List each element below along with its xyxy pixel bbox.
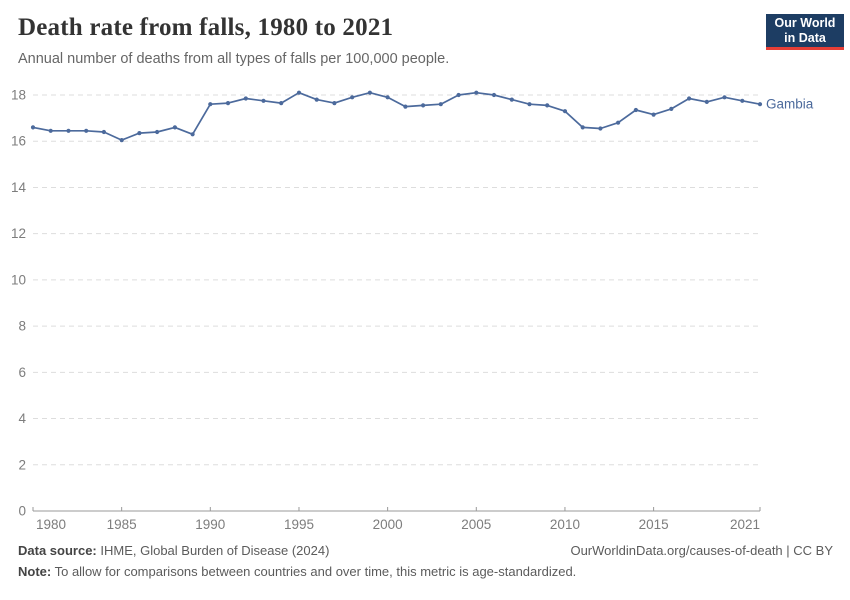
x-tick-label: 2015 bbox=[639, 517, 669, 532]
note-line: Note: To allow for comparisons between c… bbox=[18, 564, 576, 579]
data-point[interactable] bbox=[438, 102, 443, 107]
data-point[interactable] bbox=[722, 95, 727, 100]
data-point[interactable] bbox=[545, 103, 550, 108]
data-source-label: Data source: bbox=[18, 543, 97, 558]
x-tick-label: 2000 bbox=[373, 517, 403, 532]
x-tick-label: 2010 bbox=[550, 517, 580, 532]
data-point[interactable] bbox=[30, 125, 36, 130]
y-tick-label: 18 bbox=[11, 88, 26, 103]
y-tick-label: 6 bbox=[18, 365, 26, 380]
data-point[interactable] bbox=[225, 101, 231, 106]
data-point[interactable] bbox=[48, 128, 53, 133]
data-point[interactable] bbox=[314, 97, 319, 102]
page-title: Death rate from falls, 1980 to 2021 bbox=[18, 14, 394, 41]
data-point[interactable] bbox=[740, 98, 745, 103]
data-point[interactable] bbox=[669, 106, 674, 111]
owid-logo-line1: Our World bbox=[774, 15, 836, 30]
data-point[interactable] bbox=[421, 103, 426, 108]
data-point[interactable] bbox=[580, 125, 585, 130]
x-tick-label: 1990 bbox=[195, 517, 225, 532]
data-point[interactable] bbox=[261, 98, 266, 103]
data-point[interactable] bbox=[367, 90, 372, 95]
data-point[interactable] bbox=[155, 129, 160, 135]
note-text: To allow for comparisons between countri… bbox=[51, 563, 577, 579]
owid-logo[interactable]: Our World in Data bbox=[766, 14, 844, 50]
owid-logo-line2: in Data bbox=[784, 30, 826, 45]
data-point[interactable] bbox=[172, 125, 177, 130]
y-tick-label: 10 bbox=[11, 272, 26, 287]
chart-subtitle: Annual number of deaths from all types o… bbox=[18, 51, 450, 67]
data-source-text: IHME, Global Burden of Disease (2024) bbox=[96, 543, 330, 558]
x-tick-label: 2005 bbox=[461, 517, 491, 532]
data-point[interactable] bbox=[385, 95, 390, 100]
y-tick-label: 12 bbox=[11, 226, 26, 241]
data-point[interactable] bbox=[527, 102, 532, 107]
y-tick-label: 16 bbox=[11, 134, 26, 149]
y-tick-label: 4 bbox=[18, 411, 26, 426]
x-tick-label: 2021 bbox=[730, 517, 760, 532]
data-point[interactable] bbox=[119, 138, 124, 143]
data-point[interactable] bbox=[456, 92, 461, 98]
data-point[interactable] bbox=[633, 107, 639, 113]
data-line-gambia[interactable] bbox=[32, 91, 761, 141]
y-tick-label: 14 bbox=[11, 180, 27, 195]
data-source-line: Data source: IHME, Global Burden of Dise… bbox=[18, 541, 329, 562]
data-point[interactable] bbox=[296, 90, 302, 95]
data-point[interactable] bbox=[474, 90, 479, 95]
data-point[interactable] bbox=[279, 101, 284, 106]
data-point[interactable] bbox=[598, 126, 603, 131]
data-point[interactable] bbox=[84, 128, 89, 133]
data-point[interactable] bbox=[403, 104, 408, 109]
data-point[interactable] bbox=[616, 120, 621, 125]
x-tick-label: 1980 bbox=[36, 517, 66, 532]
data-point[interactable] bbox=[243, 96, 248, 101]
data-point[interactable] bbox=[66, 128, 71, 133]
data-point[interactable] bbox=[704, 99, 709, 104]
data-point[interactable] bbox=[190, 132, 195, 137]
series-label-gambia[interactable]: Gambia bbox=[766, 97, 814, 112]
data-point[interactable] bbox=[562, 109, 568, 114]
x-tick-label: 1985 bbox=[107, 517, 137, 532]
data-point[interactable] bbox=[332, 101, 337, 106]
data-point[interactable] bbox=[757, 102, 763, 107]
x-tick-label: 1995 bbox=[284, 517, 314, 532]
data-point[interactable] bbox=[137, 131, 142, 136]
data-point[interactable] bbox=[208, 102, 213, 107]
data-point[interactable] bbox=[491, 92, 497, 98]
data-point[interactable] bbox=[509, 97, 514, 102]
chart-footer: Data source: IHME, Global Burden of Dise… bbox=[18, 541, 833, 583]
line-chart-plot[interactable]: 0 2 4 6 8 10 12 14 16 18 1980 1985 1990 1995 2000 2005 2… bbox=[0, 80, 850, 535]
chart-header: Death rate from falls, 1980 to 2021 Annu… bbox=[18, 13, 750, 69]
data-point[interactable] bbox=[687, 96, 692, 101]
license-link[interactable]: OurWorldinData.org/causes-of-death | CC … bbox=[570, 543, 833, 558]
note-label: Note: bbox=[18, 563, 52, 579]
data-point[interactable] bbox=[101, 129, 106, 135]
y-tick-label: 2 bbox=[18, 457, 26, 472]
data-point[interactable] bbox=[350, 95, 355, 100]
y-tick-label: 0 bbox=[18, 504, 26, 519]
data-point[interactable] bbox=[651, 112, 656, 117]
y-tick-label: 8 bbox=[18, 319, 26, 334]
